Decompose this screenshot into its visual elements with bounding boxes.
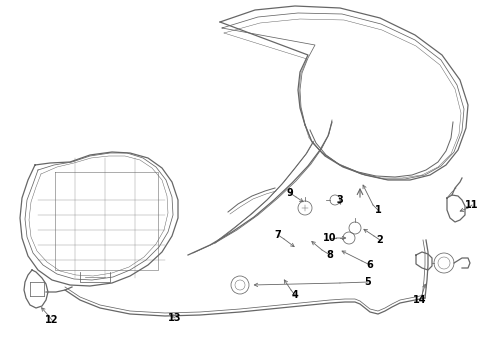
Text: 6: 6: [367, 260, 373, 270]
Text: 12: 12: [45, 315, 59, 325]
Text: 14: 14: [413, 295, 427, 305]
Text: 1: 1: [375, 205, 381, 215]
Text: 2: 2: [377, 235, 383, 245]
Text: 11: 11: [465, 200, 479, 210]
Text: 7: 7: [274, 230, 281, 240]
Text: 8: 8: [326, 250, 333, 260]
Text: 3: 3: [337, 195, 343, 205]
Text: 13: 13: [168, 313, 182, 323]
Text: 5: 5: [365, 277, 371, 287]
Text: 10: 10: [323, 233, 337, 243]
Text: 4: 4: [292, 290, 298, 300]
Text: 9: 9: [287, 188, 294, 198]
